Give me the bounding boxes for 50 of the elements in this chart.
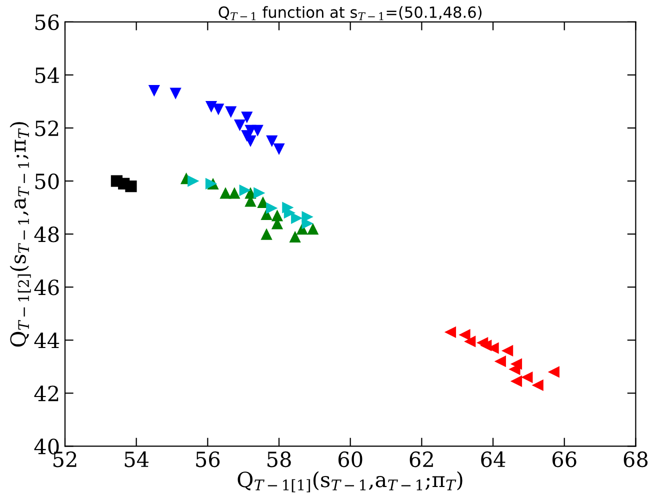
x-tick-label: 68 [624,451,648,468]
point [494,356,506,368]
point [444,326,456,338]
x-tick-label: 62 [410,451,433,468]
y-tick-label: 42 [34,386,58,402]
point [266,135,278,148]
point [458,329,470,341]
y-tick-label: 56 [35,14,59,30]
y-tick-label: 52 [35,120,58,136]
point [302,218,314,230]
point [266,202,278,214]
x-tick-label: 66 [552,451,576,468]
text: Q$_{T−1[2]}$(s$_{T−1}$,a$_{T−1}$;π$_{T}$) [10,122,31,347]
point [291,212,303,224]
point [241,112,253,124]
point [234,120,246,132]
point [170,88,182,100]
point [228,187,240,199]
point [510,375,522,388]
point [273,143,285,156]
point [188,175,200,187]
x-tick-label: 64 [481,451,506,468]
point [501,344,514,357]
y-tick-label: 54 [35,67,60,84]
x-tick-label: 56 [196,451,220,468]
point [148,85,160,97]
y-tick-label: 44 [34,332,60,348]
point [548,366,560,378]
point [307,222,319,235]
point [239,184,251,196]
y-tick-label: 48 [34,226,59,242]
point [252,124,264,136]
chart-title: Q$_{T−1}$ function at s$_{T−1}$=(50.1,48.6) [218,6,482,20]
point [220,187,232,199]
text: Q$_{T−1[1]}$(s$_{T−1}$,a$_{T−1}$;π$_{T}$) [238,471,462,492]
x-tick-label: 54 [124,451,149,468]
point [205,100,218,113]
point [225,106,237,118]
point [532,379,544,392]
y-tick-label: 46 [34,280,59,296]
x-tick-label: 58 [268,451,291,468]
point [260,228,272,240]
point [212,104,224,116]
point [125,180,137,192]
point [521,371,533,384]
point [464,336,476,348]
point [289,230,301,243]
y-tick-label: 50 [35,173,59,190]
x-tick-label: 60 [338,451,362,468]
point [254,187,266,199]
